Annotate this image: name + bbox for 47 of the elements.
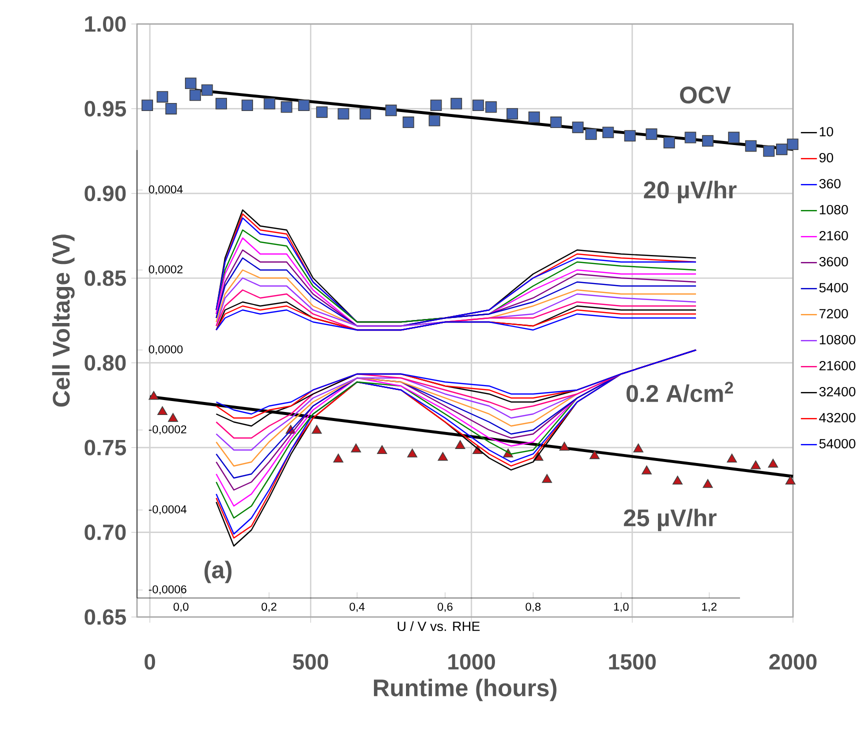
legend-label: 7200 [820,308,848,318]
y-tick-label: 0.90 [84,186,126,202]
series-label: 0.2 A/cm$^{2}$ [626,382,733,402]
y-tick-label: 0.65 [84,609,126,625]
legend-label: 10 [820,126,834,136]
y-tick-label: 0,0004 [148,185,183,195]
legend-label: 32400 [819,386,856,396]
legend-label: 54000 [819,438,856,448]
x-tick-label: 500 [292,654,328,670]
y-tick-label: 0,0002 [148,265,182,275]
x-tick-label: 2000 [769,654,817,670]
x-tick-label: 0,8 [526,602,541,612]
y-tick-label: -0,0004 [148,505,186,515]
legend-label: 3600 [819,256,848,266]
x-tick-label: 1,0 [614,602,629,612]
y-axis-title: Cell Voltage (V) [52,234,75,407]
legend-label: 21600 [819,360,856,370]
x-tick-label: 0,0 [174,602,188,612]
legend-label: 1080 [820,204,848,214]
y-tick-label: 0.95 [84,100,126,116]
legend-label: 5400 [819,282,848,292]
x-tick-label: 1000 [448,654,495,670]
legend-label: 360 [819,178,841,188]
x-axis-title: U / V vs. RHE [398,621,480,632]
legend-label: 43200 [819,412,856,422]
y-tick-label: -0,0002 [148,425,186,435]
legend-label: 90 [819,152,834,162]
legend-label: 10800 [820,334,856,344]
x-tick-label: 0 [144,654,156,670]
y-tick-label: -0,0006 [148,585,186,595]
y-tick-label: 0.70 [84,524,126,540]
annotation: (a) [204,560,232,584]
series-label: OCV [680,86,731,104]
x-tick-label: 0,6 [438,602,452,612]
x-tick-label: 0,2 [262,602,276,612]
y-tick-label: 0.80 [84,355,126,371]
y-tick-label: 0.75 [84,440,126,456]
annotation: 25 µV/hr [624,508,717,532]
y-tick-label: 0,0000 [148,345,183,355]
y-tick-label: 0.85 [84,270,126,286]
x-tick-label: 1,2 [702,602,716,612]
y-tick-label: 1.00 [85,16,126,32]
legend-label: 2160 [819,230,848,240]
annotation: 20 µV/hr [644,180,737,204]
x-tick-label: 1500 [609,654,656,670]
x-tick-label: 0,4 [350,602,365,612]
x-axis-title: Runtime (hours) [374,678,556,702]
